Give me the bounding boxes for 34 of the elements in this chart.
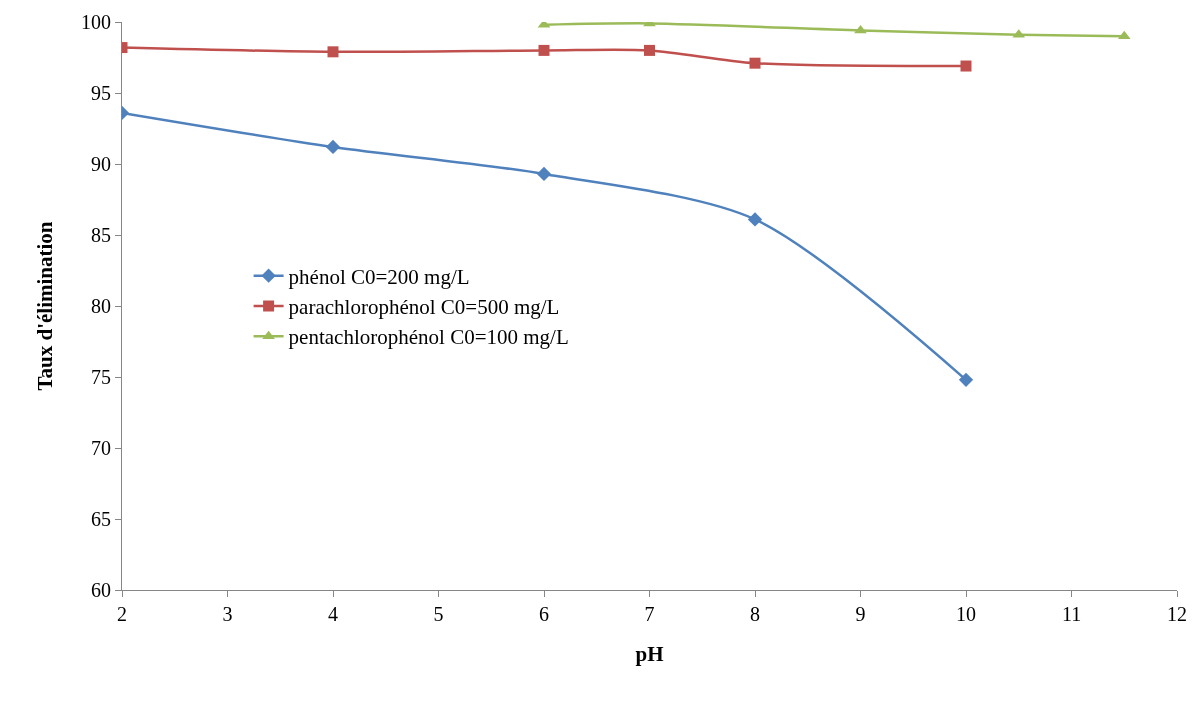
- point: [644, 44, 655, 56]
- x-tick-label: 5: [433, 603, 444, 625]
- y-tick-label: 70: [91, 437, 111, 459]
- x-tick-label: 7: [644, 603, 655, 625]
- legend-label: phénol C0=200 mg/L: [288, 264, 470, 289]
- x-axis-title: pH: [635, 642, 664, 667]
- x-tick-label: 6: [539, 603, 549, 625]
- y-tick-label: 100: [81, 11, 111, 33]
- x-tick-label: 10: [956, 603, 976, 625]
- point: [327, 46, 339, 58]
- x-tick-label: 12: [1167, 603, 1187, 625]
- y-tick-label: 90: [91, 153, 111, 175]
- y-tick-label: 95: [91, 82, 111, 104]
- point: [747, 212, 763, 227]
- x-tick-label: 11: [1061, 603, 1082, 625]
- y-tick-label: 80: [91, 295, 111, 317]
- legend-label: parachlorophénol C0=500 mg/L: [288, 295, 560, 320]
- legend-label: pentachlorophénol C0=100 mg/L: [288, 325, 569, 350]
- x-tick-label: 8: [750, 603, 760, 625]
- y-tick-label: 65: [91, 508, 111, 530]
- point: [325, 139, 341, 155]
- point: [958, 372, 974, 387]
- x-tick-label: 4: [328, 603, 338, 625]
- point: [538, 44, 550, 56]
- x-tick-label: 2: [117, 603, 127, 625]
- y-axis-title: Taux d'élimination: [33, 221, 58, 391]
- x-tick-label: 3: [222, 603, 233, 625]
- y-tick-label: 75: [91, 366, 111, 388]
- y-tick-label: 60: [91, 579, 111, 601]
- point: [536, 166, 552, 182]
- y-tick-label: 85: [91, 224, 111, 246]
- point: [960, 60, 972, 72]
- point: [749, 57, 761, 69]
- x-tick-label: 9: [855, 603, 866, 625]
